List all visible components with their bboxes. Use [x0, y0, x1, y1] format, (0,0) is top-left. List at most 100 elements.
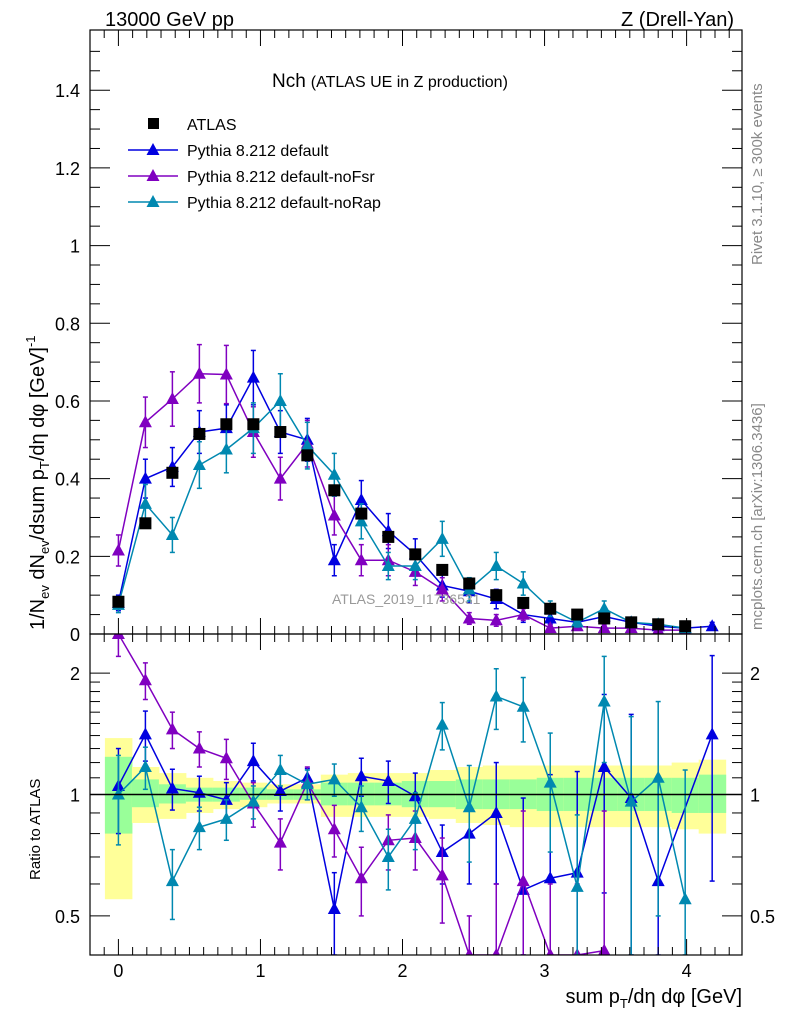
data-point-atlas [544, 602, 557, 615]
ratio-marker-series-2 [651, 770, 665, 783]
ratio-marker-series-0 [543, 871, 557, 884]
ratio-marker-series-1 [598, 943, 611, 955]
ratio-marker-series-2 [597, 694, 611, 707]
ratio-line-series-0 [117, 732, 713, 910]
ratio-marker-series-2 [219, 811, 233, 824]
side-label-mcplots: mcplots.cern.ch [arXiv:1306.3436] [749, 403, 766, 630]
y-tick-label: 1 [70, 237, 80, 257]
ratio-marker-series-2 [111, 787, 125, 800]
legend-label-series-0: Pythia 8.212 default [187, 143, 329, 160]
ratio-tick-label-right: 0.5 [750, 907, 775, 927]
watermark: ATLAS_2019_I1736531 [332, 591, 481, 607]
legend-marker-series-1 [146, 169, 160, 181]
main-plot-area [111, 343, 719, 634]
ratio-marker-series-1 [111, 634, 125, 639]
ratio-marker-series-2 [678, 892, 692, 905]
marker-series-1 [489, 613, 503, 626]
ratio-marker-series-1 [138, 673, 152, 686]
marker-series-0 [138, 471, 152, 484]
ratio-marker-series-1 [492, 948, 501, 955]
marker-series-1 [462, 611, 476, 624]
ratio-marker-series-0 [273, 784, 287, 797]
x-tick-label: 0 [113, 961, 123, 981]
y-tick-label: 0.4 [55, 470, 80, 490]
y-tick-label: 1.2 [55, 159, 80, 179]
ratio-marker-series-0 [705, 727, 719, 740]
ratio-marker-series-1 [465, 948, 474, 955]
ratio-marker-series-0 [246, 754, 260, 767]
ratio-marker-series-1 [192, 741, 206, 754]
data-point-atlas [652, 618, 665, 631]
data-point-atlas [598, 612, 611, 625]
ratio-marker-series-1 [354, 871, 368, 884]
ratio-marker-series-2 [435, 717, 449, 730]
marker-series-1 [192, 366, 206, 379]
plot-title-main: Nch [272, 71, 306, 92]
data-point-atlas [139, 517, 152, 530]
header-right: Z (Drell-Yan) [621, 9, 734, 31]
marker-series-0 [543, 611, 557, 624]
marker-series-1 [354, 553, 368, 566]
ratio-marker-series-2 [516, 699, 530, 712]
side-label-rivet: Rivet 3.1.10, ≥ 300k events [749, 83, 766, 265]
x-tick-label: 2 [397, 961, 407, 981]
ratio-marker-series-2 [624, 794, 638, 807]
ratio-marker-series-0 [138, 727, 152, 740]
ratio-y-axis-label: Ratio to ATLAS [27, 779, 44, 880]
marker-series-2 [273, 393, 287, 406]
ratio-marker-series-2 [138, 759, 152, 772]
marker-series-2 [489, 559, 503, 572]
y-tick-label: 1.4 [55, 81, 80, 101]
marker-series-2 [219, 442, 233, 455]
data-point-atlas [301, 449, 314, 462]
data-point-atlas [355, 507, 368, 520]
legend-marker-atlas [148, 118, 159, 129]
ratio-marker-series-0 [381, 774, 395, 787]
legend-label-series-2: Pythia 8.212 default-noRap [187, 195, 381, 212]
ratio-marker-series-0 [165, 781, 179, 794]
data-point-atlas [112, 595, 125, 608]
legend: ATLAS Pythia 8.212 default Pythia 8.212 de… [128, 117, 381, 212]
data-point-atlas [490, 589, 503, 602]
legend-marker-series-2 [146, 195, 160, 207]
marker-series-1 [327, 508, 341, 521]
data-point-atlas [409, 548, 422, 561]
ratio-marker-series-2 [381, 849, 395, 862]
marker-series-2 [381, 559, 395, 572]
ratio-marker-series-2 [273, 763, 287, 776]
ratio-marker-series-1 [273, 835, 287, 848]
marker-series-2 [354, 514, 368, 527]
ratio-marker-series-0 [327, 902, 341, 915]
marker-series-1 [219, 367, 233, 380]
marker-series-1 [543, 621, 557, 634]
marker-series-2 [165, 527, 179, 540]
ratio-marker-series-2 [165, 874, 179, 887]
ratio-panel: 0 1 2 3 4 0.5 0.5 1 1 2 2 [55, 633, 775, 981]
ratio-marker-series-1 [327, 822, 341, 835]
marker-series-1 [138, 415, 152, 428]
data-point-atlas [436, 563, 449, 576]
data-point-atlas [220, 418, 233, 431]
data-point-atlas [382, 530, 395, 543]
ratio-marker-series-2 [462, 800, 476, 813]
marker-series-0 [246, 370, 260, 383]
data-point-atlas [517, 596, 530, 609]
main-panel: ATLAS_2019_I1736531 0 0.2 0.4 0.6 0.8 1 1.2 1.4 [55, 29, 743, 650]
ratio-marker-series-1 [546, 948, 555, 955]
ratio-marker-series-1 [219, 751, 233, 764]
marker-series-1 [516, 607, 530, 620]
marker-series-2 [192, 458, 206, 471]
marker-series-2 [408, 559, 422, 572]
ratio-marker-series-0 [219, 792, 233, 805]
ratio-marker-series-2 [489, 689, 503, 702]
ratio-marker-series-2 [300, 777, 314, 790]
marker-series-2 [570, 615, 584, 628]
marker-series-2 [597, 601, 611, 614]
ratio-tick-label-left: 0.5 [55, 907, 80, 927]
y-tick-label: 0 [70, 625, 80, 645]
ratio-tick-label-left: 2 [70, 664, 80, 684]
ratio-marker-series-0 [354, 769, 368, 782]
ratio-tick-label-right: 1 [750, 786, 760, 806]
ratio-marker-series-2 [246, 794, 260, 807]
